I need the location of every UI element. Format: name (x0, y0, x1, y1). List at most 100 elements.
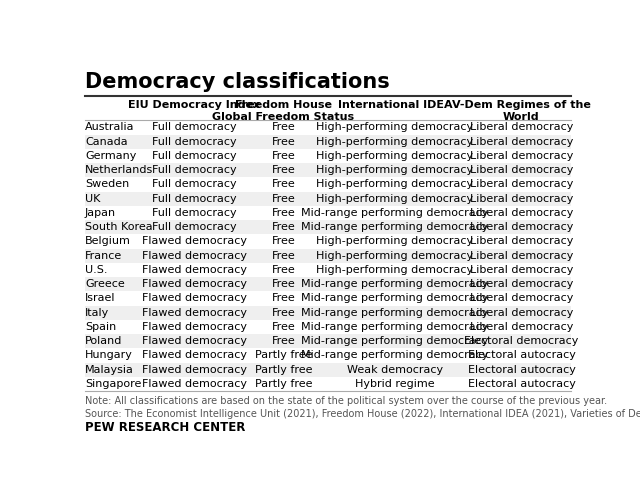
Text: Free: Free (271, 308, 295, 318)
Text: Australia: Australia (85, 122, 134, 132)
Bar (85, 334, 571, 348)
Text: Liberal democracy: Liberal democracy (470, 179, 573, 189)
Text: EIU Democracy Index: EIU Democracy Index (128, 100, 260, 110)
Text: Mid-range performing democracy: Mid-range performing democracy (301, 322, 489, 332)
Bar (85, 134, 571, 149)
Bar (85, 191, 571, 206)
Text: Full democracy: Full democracy (152, 151, 236, 161)
Text: Liberal democracy: Liberal democracy (470, 151, 573, 161)
Text: Free: Free (271, 294, 295, 303)
Bar (85, 277, 571, 291)
Text: Electoral democracy: Electoral democracy (464, 336, 579, 346)
Text: UK: UK (85, 194, 100, 204)
Text: U.S.: U.S. (85, 265, 108, 275)
Text: Free: Free (271, 236, 295, 246)
Text: France: France (85, 251, 122, 261)
Text: Freedom House
Global Freedom Status: Freedom House Global Freedom Status (212, 100, 355, 122)
Text: Mid-range performing democracy: Mid-range performing democracy (301, 294, 489, 303)
Text: Free: Free (271, 151, 295, 161)
Text: High-performing democracy: High-performing democracy (316, 251, 474, 261)
Text: Note: All classifications are based on the state of the political system over th: Note: All classifications are based on t… (85, 395, 640, 419)
Text: Hybrid regime: Hybrid regime (355, 379, 435, 389)
Text: Liberal democracy: Liberal democracy (470, 322, 573, 332)
Text: Malaysia: Malaysia (85, 365, 134, 375)
Text: Mid-range performing democracy: Mid-range performing democracy (301, 351, 489, 360)
Text: Free: Free (271, 208, 295, 218)
Text: Full democracy: Full democracy (152, 208, 236, 218)
Text: Free: Free (271, 251, 295, 261)
Text: Belgium: Belgium (85, 236, 131, 246)
Text: Democracy classifications: Democracy classifications (85, 72, 390, 92)
Text: PEW RESEARCH CENTER: PEW RESEARCH CENTER (85, 421, 245, 434)
Bar (85, 149, 571, 163)
Text: Flawed democracy: Flawed democracy (141, 294, 246, 303)
Text: Mid-range performing democracy: Mid-range performing democracy (301, 222, 489, 232)
Text: Canada: Canada (85, 137, 127, 147)
Text: Electoral autocracy: Electoral autocracy (467, 365, 575, 375)
Text: Electoral autocracy: Electoral autocracy (467, 379, 575, 389)
Text: Mid-range performing democracy: Mid-range performing democracy (301, 308, 489, 318)
Text: High-performing democracy: High-performing democracy (316, 165, 474, 175)
Text: Japan: Japan (85, 208, 116, 218)
Bar (85, 206, 571, 220)
Text: Mid-range performing democracy: Mid-range performing democracy (301, 279, 489, 289)
Text: Liberal democracy: Liberal democracy (470, 137, 573, 147)
Bar (85, 163, 571, 177)
Bar (85, 263, 571, 277)
Text: Liberal democracy: Liberal democracy (470, 194, 573, 204)
Text: Liberal democracy: Liberal democracy (470, 165, 573, 175)
Text: Weak democracy: Weak democracy (347, 365, 443, 375)
Text: Netherlands: Netherlands (85, 165, 153, 175)
Text: Flawed democracy: Flawed democracy (141, 279, 246, 289)
Text: High-performing democracy: High-performing democracy (316, 137, 474, 147)
Text: Flawed democracy: Flawed democracy (141, 351, 246, 360)
Text: Flawed democracy: Flawed democracy (141, 365, 246, 375)
Text: Free: Free (271, 137, 295, 147)
Text: Free: Free (271, 222, 295, 232)
Text: Partly free: Partly free (255, 365, 312, 375)
Text: Hungary: Hungary (85, 351, 133, 360)
Text: Full democracy: Full democracy (152, 194, 236, 204)
Text: Liberal democracy: Liberal democracy (470, 222, 573, 232)
Text: Italy: Italy (85, 308, 109, 318)
Text: Flawed democracy: Flawed democracy (141, 336, 246, 346)
Bar (85, 120, 571, 134)
Text: Singapore: Singapore (85, 379, 141, 389)
Text: Liberal democracy: Liberal democracy (470, 251, 573, 261)
Text: Liberal democracy: Liberal democracy (470, 279, 573, 289)
Text: High-performing democracy: High-performing democracy (316, 151, 474, 161)
Text: Liberal democracy: Liberal democracy (470, 294, 573, 303)
Text: Free: Free (271, 265, 295, 275)
Text: Free: Free (271, 179, 295, 189)
Text: Flawed democracy: Flawed democracy (141, 379, 246, 389)
Text: Israel: Israel (85, 294, 115, 303)
Text: High-performing democracy: High-performing democracy (316, 265, 474, 275)
Text: Liberal democracy: Liberal democracy (470, 308, 573, 318)
Text: High-performing democracy: High-performing democracy (316, 194, 474, 204)
Bar (85, 177, 571, 191)
Text: Liberal democracy: Liberal democracy (470, 236, 573, 246)
Text: Free: Free (271, 122, 295, 132)
Bar (85, 234, 571, 248)
Bar (85, 305, 571, 320)
Text: Partly free: Partly free (255, 379, 312, 389)
Text: Flawed democracy: Flawed democracy (141, 265, 246, 275)
Bar (85, 348, 571, 362)
Text: Liberal democracy: Liberal democracy (470, 122, 573, 132)
Text: Full democracy: Full democracy (152, 179, 236, 189)
Text: Free: Free (271, 194, 295, 204)
Text: Electoral autocracy: Electoral autocracy (467, 351, 575, 360)
Bar (85, 320, 571, 334)
Text: High-performing democracy: High-performing democracy (316, 122, 474, 132)
Text: Spain: Spain (85, 322, 116, 332)
Text: Flawed democracy: Flawed democracy (141, 308, 246, 318)
Text: Full democracy: Full democracy (152, 165, 236, 175)
Text: Greece: Greece (85, 279, 125, 289)
Text: Germany: Germany (85, 151, 136, 161)
Bar (85, 291, 571, 305)
Text: V-Dem Regimes of the
World: V-Dem Regimes of the World (452, 100, 591, 122)
Text: Liberal democracy: Liberal democracy (470, 208, 573, 218)
Text: Liberal democracy: Liberal democracy (470, 265, 573, 275)
Bar (85, 248, 571, 263)
Text: Free: Free (271, 279, 295, 289)
